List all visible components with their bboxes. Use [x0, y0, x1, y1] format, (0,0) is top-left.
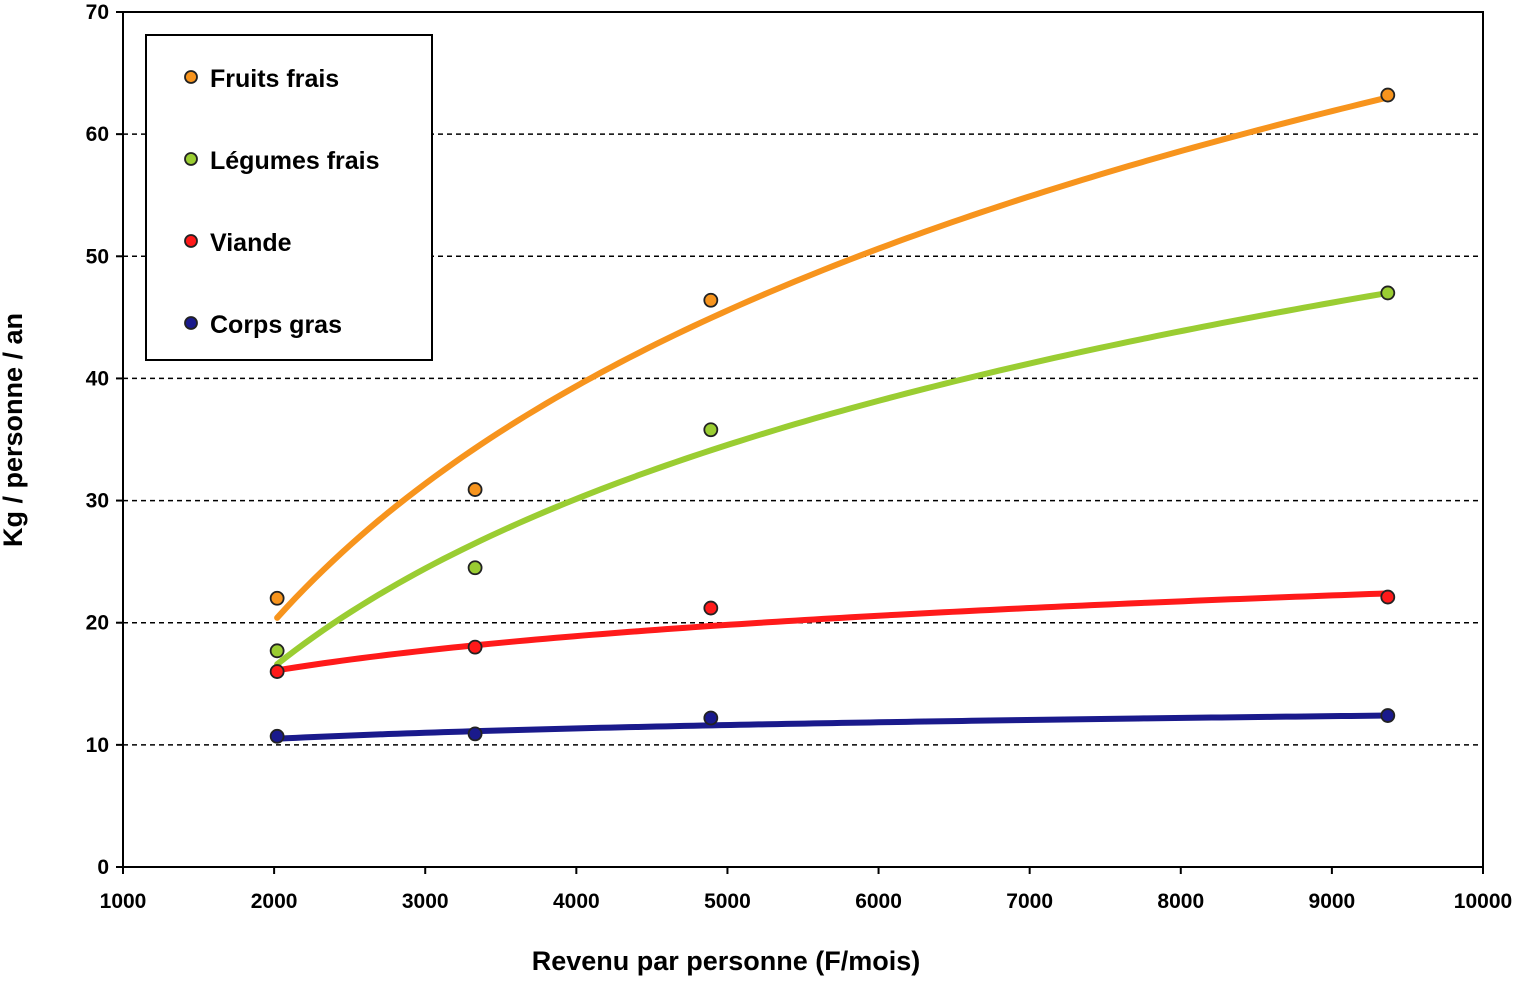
trendline-viande	[274, 590, 1391, 674]
data-point	[467, 560, 483, 576]
y-tick-label: 70	[86, 1, 109, 24]
x-tick-label: 2000	[251, 890, 298, 913]
legend-label: Légumes frais	[210, 147, 380, 175]
data-point	[703, 600, 719, 616]
legend-marker	[184, 152, 198, 166]
legend-box	[145, 34, 433, 361]
x-axis-title: Revenu par personne (F/mois)	[532, 946, 921, 976]
x-tick-label: 4000	[553, 890, 600, 913]
y-tick-label: 0	[97, 856, 109, 879]
data-point	[269, 664, 285, 679]
data-point	[467, 482, 483, 497]
data-point	[269, 590, 285, 606]
x-tick-label: 8000	[1157, 890, 1204, 913]
plot-area	[122, 11, 1484, 868]
legend-marker	[184, 316, 198, 330]
x-tick-label: 10000	[1454, 890, 1512, 913]
y-axis: 0 10 20 30 40 50 60 70	[86, 1, 123, 879]
x-tick-label: 6000	[855, 890, 902, 913]
data-point	[467, 726, 483, 742]
series-legumes-frais	[269, 285, 1396, 668]
legend-label: Viande	[210, 229, 292, 257]
y-axis-title: Kg / personne / an	[0, 313, 28, 547]
data-point	[467, 639, 483, 655]
x-tick-label: 7000	[1006, 890, 1053, 913]
legend-label: Fruits frais	[210, 65, 339, 93]
y-tick-label: 30	[86, 490, 109, 513]
data-point	[703, 292, 719, 308]
x-axis: 1000 2000 3000 4000 5000 6000 7000 8000 9000 1000…	[100, 867, 1512, 913]
y-tick-label: 60	[86, 123, 109, 146]
y-tick-label: 20	[86, 612, 109, 635]
trendline-fruits-frais	[274, 94, 1391, 621]
legend-label: Corps gras	[210, 311, 342, 339]
series-fruits-frais	[269, 87, 1396, 621]
data-point	[703, 422, 719, 438]
y-tick-label: 50	[86, 245, 109, 268]
data-point	[1380, 589, 1396, 605]
data-point	[1380, 87, 1396, 103]
series-corps-gras	[269, 708, 1396, 744]
data-point	[269, 643, 285, 659]
y-tick-label: 40	[86, 367, 109, 390]
legend: Fruits frais Légumes frais Viande Corps gra…	[145, 34, 433, 361]
series-viande	[269, 589, 1396, 679]
data-point	[703, 710, 719, 726]
x-tick-label: 3000	[402, 890, 449, 913]
trendline-legumes-frais	[274, 289, 1391, 668]
x-tick-label: 5000	[704, 890, 751, 913]
data-point	[1380, 285, 1396, 301]
x-tick-label: 9000	[1309, 890, 1356, 913]
legend-marker	[184, 70, 198, 84]
series-layer	[269, 87, 1396, 744]
trendline-corps-gras	[274, 712, 1391, 742]
y-tick-label: 10	[86, 734, 109, 757]
data-point	[1380, 708, 1396, 723]
x-tick-label: 1000	[100, 890, 147, 913]
legend-marker	[184, 234, 198, 248]
data-point	[269, 728, 285, 744]
